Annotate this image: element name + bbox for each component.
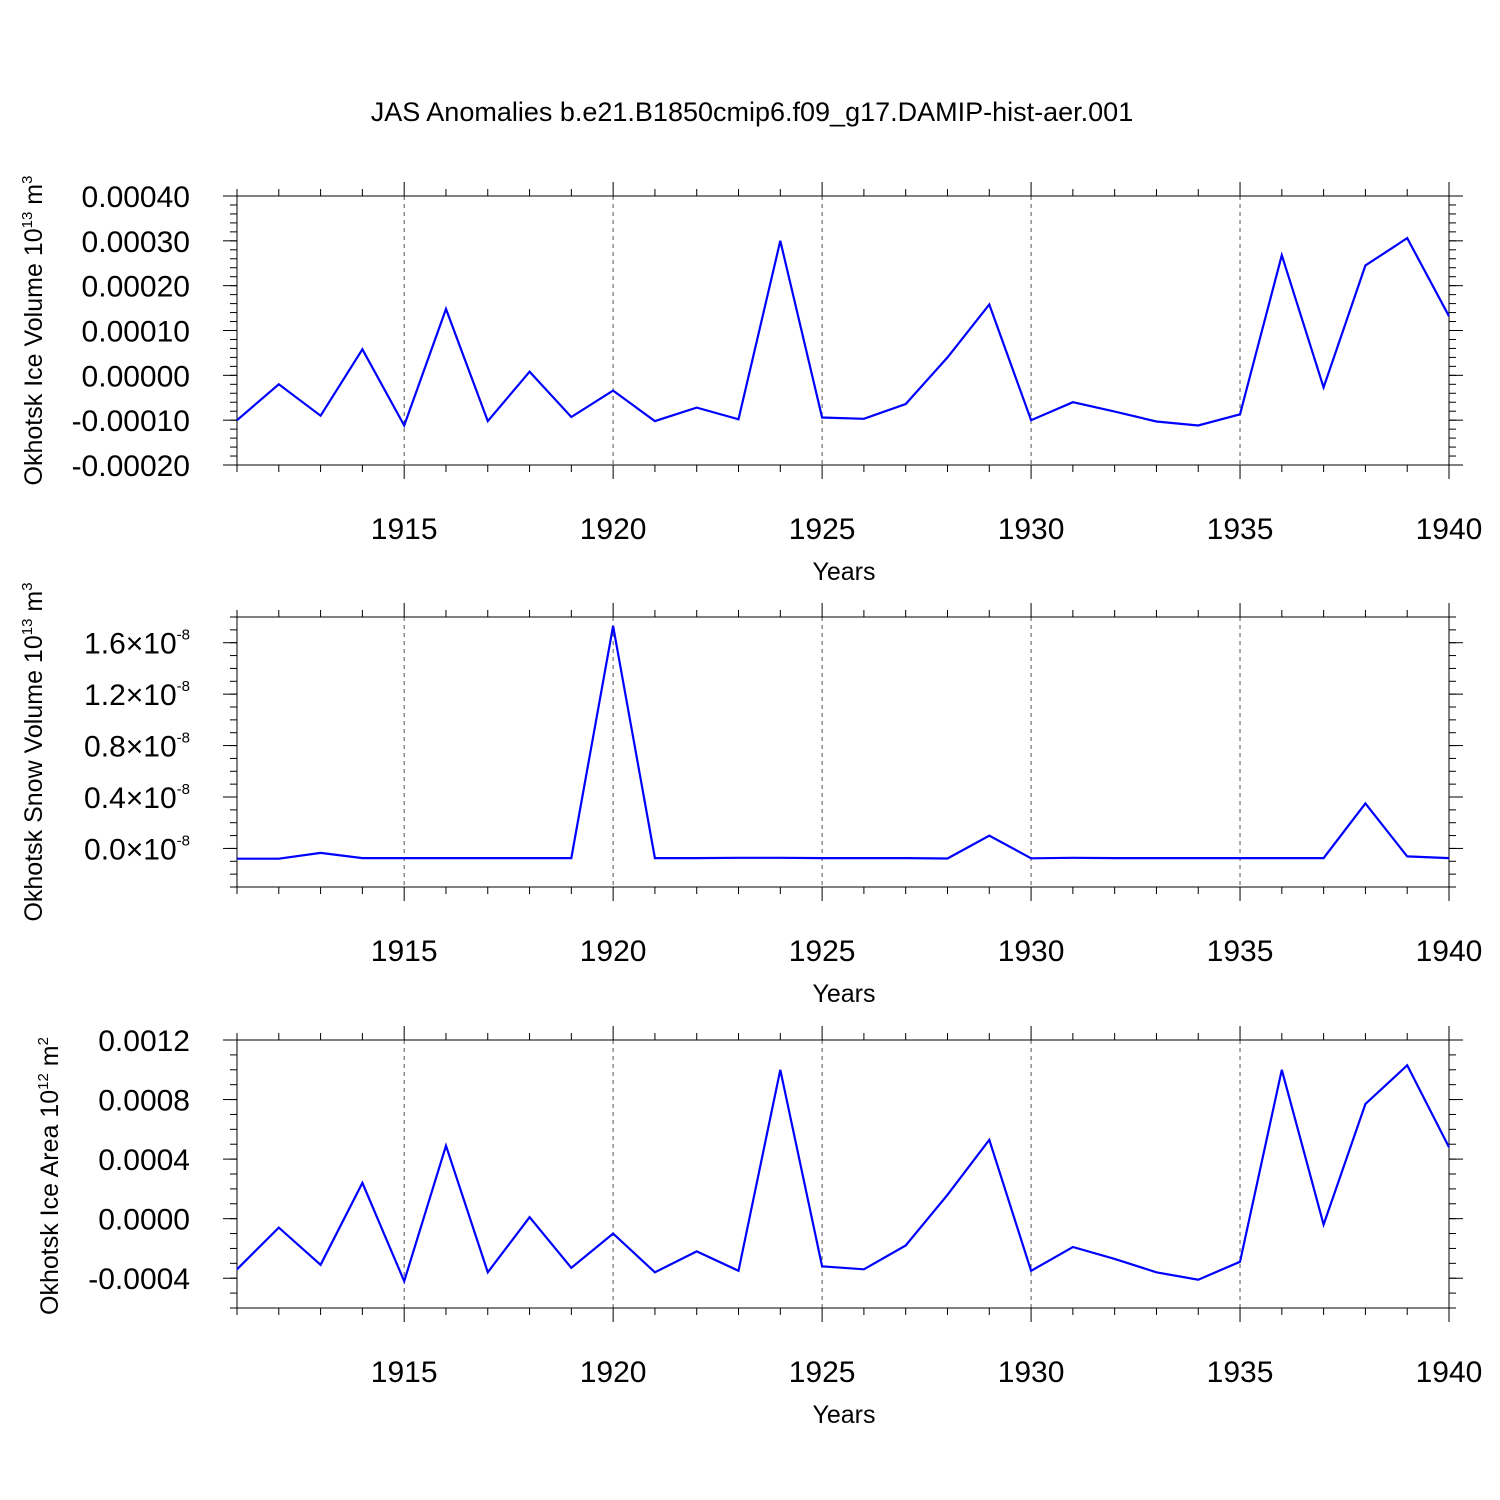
ice-area-panel: 1915 1920 1925 1930 1935 1940 Years -0.0004 0.00…: [35, 1025, 1482, 1429]
x-tick-label: 1935: [1207, 935, 1274, 968]
y-axis-title-text: Okhotsk Snow Volume 10: [20, 635, 48, 921]
y-tick-mantissa: 1.2: [84, 679, 126, 712]
x-axis-title: Years: [812, 980, 875, 1008]
y-tick-mantissa: 0.4: [84, 782, 126, 815]
y-tick-times-ten: ×10: [126, 731, 177, 764]
y-tick-exponent: -8: [177, 781, 190, 798]
series-line: [237, 625, 1450, 860]
y-tick-label: 0.00040: [82, 181, 190, 214]
x-tick-label: 1935: [1207, 1356, 1274, 1389]
y-tick-times-ten: ×10: [126, 782, 177, 815]
y-tick-mantissa: 0.0: [84, 833, 126, 866]
x-axis-title: Years: [812, 1401, 875, 1429]
x-tick-label: 1925: [789, 513, 856, 546]
plot-frame: [236, 616, 1450, 888]
y-axis-title: Okhotsk Ice Area 1012 m2: [35, 1037, 64, 1315]
y-axis-title: Okhotsk Ice Volume 1013 m3: [19, 176, 48, 486]
x-tick-label: 1940: [1416, 935, 1483, 968]
y-axis-title-exponent: 13: [19, 619, 36, 636]
y-tick-label: 1.2×10-8: [84, 678, 190, 712]
y-axis-title-unit-exponent: 2: [35, 1037, 52, 1045]
y-tick-times-ten: ×10: [126, 679, 177, 712]
y-axis-title-exponent: 13: [19, 212, 36, 229]
x-tick-label: 1925: [789, 935, 856, 968]
x-tick-label: 1930: [998, 935, 1065, 968]
x-tick-label: 1920: [580, 935, 647, 968]
y-axis-title-unit-exponent: 3: [19, 582, 36, 590]
x-axis-title: Years: [812, 558, 875, 586]
y-tick-exponent: -8: [177, 832, 190, 849]
x-tick-label: 1935: [1207, 513, 1274, 546]
x-tick-label: 1930: [998, 513, 1065, 546]
y-tick-label: -0.00010: [72, 405, 190, 438]
y-axis-title-unit-exponent: 3: [19, 176, 36, 184]
x-tick-label: 1915: [371, 935, 438, 968]
x-tick-label: 1925: [789, 1356, 856, 1389]
y-tick-exponent: -8: [177, 627, 190, 644]
y-tick-label: 0.0008: [98, 1085, 190, 1118]
series-line: [236, 1063, 1450, 1285]
y-tick-exponent: -8: [177, 678, 190, 695]
y-tick-label: 0.0000: [98, 1204, 190, 1237]
y-tick-mantissa: 1.6: [84, 628, 126, 661]
y-tick-label: 0.00000: [82, 360, 190, 393]
y-axis-title: Okhotsk Snow Volume 1013 m3: [19, 582, 48, 921]
y-tick-times-ten: ×10: [126, 833, 177, 866]
x-tick-label: 1915: [371, 1356, 438, 1389]
x-tick-label: 1920: [580, 1356, 647, 1389]
y-tick-label: 0.00020: [82, 271, 190, 304]
x-tick-label: 1920: [580, 513, 647, 546]
y-tick-exponent: -8: [177, 730, 190, 747]
ice-volume-panel: 1915 1920 1925 1930 1935 1940 Years -0.00020 -0.…: [19, 176, 1482, 586]
y-axis-title-text: Okhotsk Ice Area 10: [36, 1090, 64, 1315]
x-tick-label: 1930: [998, 1356, 1065, 1389]
y-axis-title-unit: m: [36, 1045, 64, 1073]
x-tick-label: 1940: [1416, 1356, 1483, 1389]
y-tick-mantissa: 0.8: [84, 731, 126, 764]
y-axis-title-exponent: 12: [35, 1073, 52, 1090]
y-tick-label: -0.00020: [72, 450, 190, 483]
plot-frame: [236, 195, 1450, 466]
y-tick-label: 0.00030: [82, 226, 190, 259]
y-tick-label: 0.8×10-8: [84, 730, 190, 764]
chart-title: JAS Anomalies b.e21.B1850cmip6.f09_g17.D…: [371, 97, 1133, 127]
snow-volume-panel: 1915 1920 1925 1930 1935 1940Years0.0×10-80.4…: [19, 582, 1482, 1008]
y-tick-label: -0.0004: [88, 1263, 190, 1296]
y-tick-label: 0.0004: [98, 1144, 190, 1177]
y-tick-label: 0.4×10-8: [84, 781, 190, 815]
x-tick-label: 1940: [1416, 513, 1483, 546]
series-line: [236, 236, 1450, 429]
y-axis-title-text: Okhotsk Ice Volume 10: [20, 228, 48, 485]
y-tick-label: 0.0×10-8: [84, 832, 190, 866]
y-tick-label: 0.0012: [98, 1025, 190, 1058]
y-axis-title-unit: m: [20, 184, 48, 212]
x-tick-label: 1915: [371, 513, 438, 546]
y-tick-label: 0.00010: [82, 316, 190, 349]
y-axis-title-unit: m: [20, 591, 48, 619]
y-tick-label: 1.6×10-8: [84, 627, 190, 661]
y-tick-times-ten: ×10: [126, 628, 177, 661]
